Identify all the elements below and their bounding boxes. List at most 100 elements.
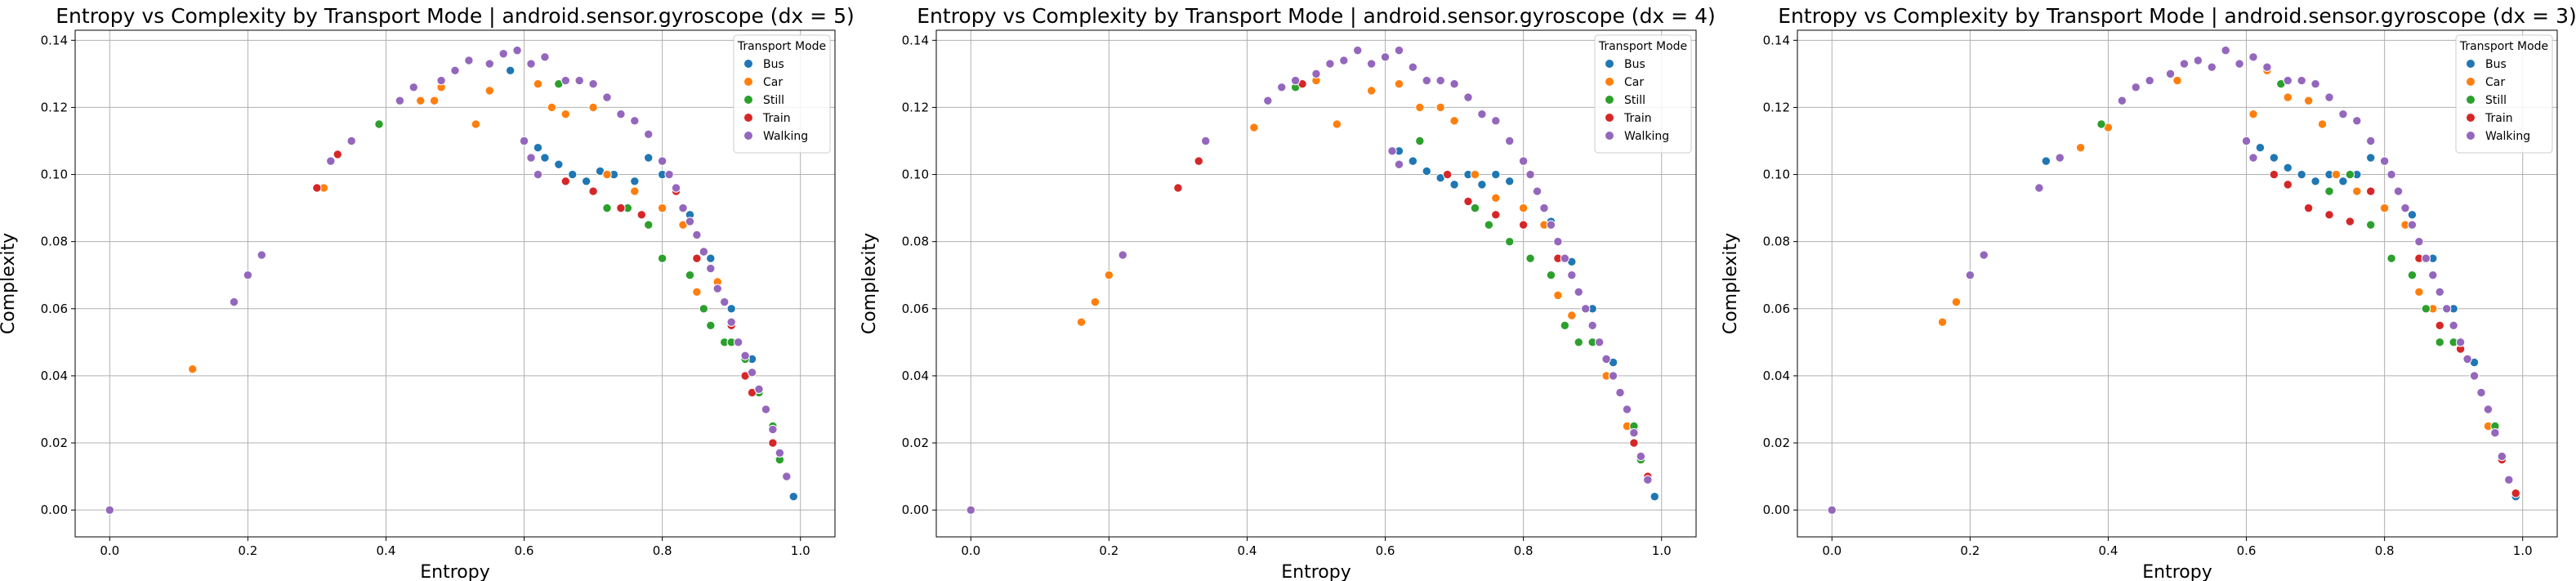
data-point-walking [630, 116, 640, 126]
data-point-bus [726, 304, 736, 314]
data-point-still [1484, 220, 1494, 230]
data-point-still [1574, 337, 1583, 347]
data-point-walking [2352, 116, 2362, 126]
y-tick-label: 0.04 [41, 369, 68, 383]
y-tick-label: 0.12 [902, 100, 929, 114]
data-point-walking [512, 45, 522, 56]
data-point-walking [1594, 337, 1605, 347]
data-point-walking [602, 92, 612, 102]
data-point-train [1463, 196, 1473, 207]
data-point-bus [1491, 169, 1501, 180]
series-still [1290, 83, 1646, 465]
data-point-walking [257, 250, 266, 260]
y-tick-label: 0.04 [1763, 369, 1790, 383]
data-point-train [1629, 438, 1639, 448]
data-point-car [2317, 119, 2328, 129]
y-tick-label: 0.08 [41, 235, 68, 249]
data-point-walking [747, 368, 757, 378]
data-point-train [692, 253, 702, 263]
data-point-car [471, 119, 481, 129]
legend: Transport Mode Bus Car Still Train Walking [733, 34, 831, 154]
chart-panel-2: Entropy vs Complexity by Transport Mode … [1721, 4, 2576, 581]
data-point-walking [1380, 52, 1391, 62]
data-point-walking [2386, 169, 2396, 180]
legend-label-still: Still [763, 94, 784, 107]
x-tick-label: 1.0 [2513, 543, 2533, 558]
axes-frame [74, 29, 836, 538]
data-point-train [1491, 210, 1501, 220]
data-point-walking [692, 230, 702, 240]
data-point-bus [630, 177, 640, 186]
plot-area [75, 30, 835, 537]
data-point-walking [395, 96, 405, 105]
data-point-walking [2283, 75, 2293, 86]
data-point-walking [1581, 304, 1591, 314]
data-point-walking [1505, 136, 1515, 146]
data-point-walking [1201, 136, 1211, 146]
data-point-car [2075, 143, 2086, 153]
x-tick-label: 0.2 [1099, 543, 1118, 558]
data-point-still [1546, 270, 1556, 280]
x-tick-label: 0.4 [2099, 543, 2118, 558]
legend-label-train: Train [762, 112, 791, 125]
y-tick-label: 0.00 [902, 503, 929, 517]
data-point-walking [408, 83, 418, 92]
data-point-walking [1539, 203, 1549, 213]
x-tick-label: 0.8 [1514, 543, 1534, 558]
x-tick-label: 0.4 [377, 543, 396, 558]
y-axis-label: Complexity [859, 233, 880, 334]
data-point-walking [1827, 505, 1837, 515]
legend-marker-bus [1605, 59, 1614, 69]
data-point-walking [1567, 270, 1577, 280]
data-point-bus [706, 253, 716, 263]
data-point-walking [733, 337, 743, 347]
data-point-walking [2421, 253, 2431, 263]
legend-marker-still [2466, 95, 2476, 105]
legend-label-car: Car [1624, 76, 1644, 89]
data-point-car [560, 109, 570, 119]
y-tick-label: 0.02 [902, 436, 929, 450]
y-tick-label: 0.10 [902, 168, 929, 182]
data-point-train [2366, 186, 2376, 196]
data-point-train [1173, 183, 1183, 193]
data-point-walking [588, 78, 598, 89]
x-tick-label: 1.0 [1652, 543, 1672, 558]
data-point-car [2283, 92, 2293, 102]
data-point-walking [775, 448, 785, 458]
data-point-walking [2131, 83, 2141, 92]
data-point-bus [2310, 177, 2320, 186]
legend-marker-train [743, 113, 753, 123]
y-tick-label: 0.10 [1763, 168, 1790, 182]
data-point-walking [2490, 428, 2500, 438]
data-point-walking [1339, 56, 1349, 65]
data-point-walking [2455, 337, 2466, 347]
data-point-walking [2145, 75, 2154, 86]
x-tick-label: 0.0 [1822, 543, 1842, 558]
data-point-walking [1491, 116, 1501, 126]
data-point-bus [1422, 166, 1431, 177]
legend-label-still: Still [2485, 94, 2507, 107]
legend-marker-car [1605, 77, 1614, 87]
legend-title: Transport Mode [1598, 40, 1687, 53]
data-point-car [1249, 123, 1259, 132]
data-point-walking [671, 183, 681, 193]
data-point-car [2248, 109, 2258, 119]
y-tick-label: 0.06 [902, 302, 929, 316]
plot-area [1797, 30, 2557, 537]
data-point-still [2421, 304, 2431, 314]
x-tick-label: 0.2 [1960, 543, 1980, 558]
data-point-car [533, 78, 543, 89]
data-point-car [1435, 102, 1445, 113]
data-point-car [2303, 96, 2314, 105]
data-point-walking [2221, 45, 2230, 56]
data-point-walking [464, 56, 474, 65]
data-point-car [188, 364, 198, 374]
data-point-bus [788, 492, 798, 502]
data-point-walking [685, 217, 695, 226]
data-point-walking [346, 136, 356, 146]
data-point-walking [1636, 451, 1646, 462]
data-point-walking [2248, 153, 2258, 163]
legend-title: Transport Mode [737, 40, 826, 53]
x-axis-label: Entropy [420, 562, 489, 581]
